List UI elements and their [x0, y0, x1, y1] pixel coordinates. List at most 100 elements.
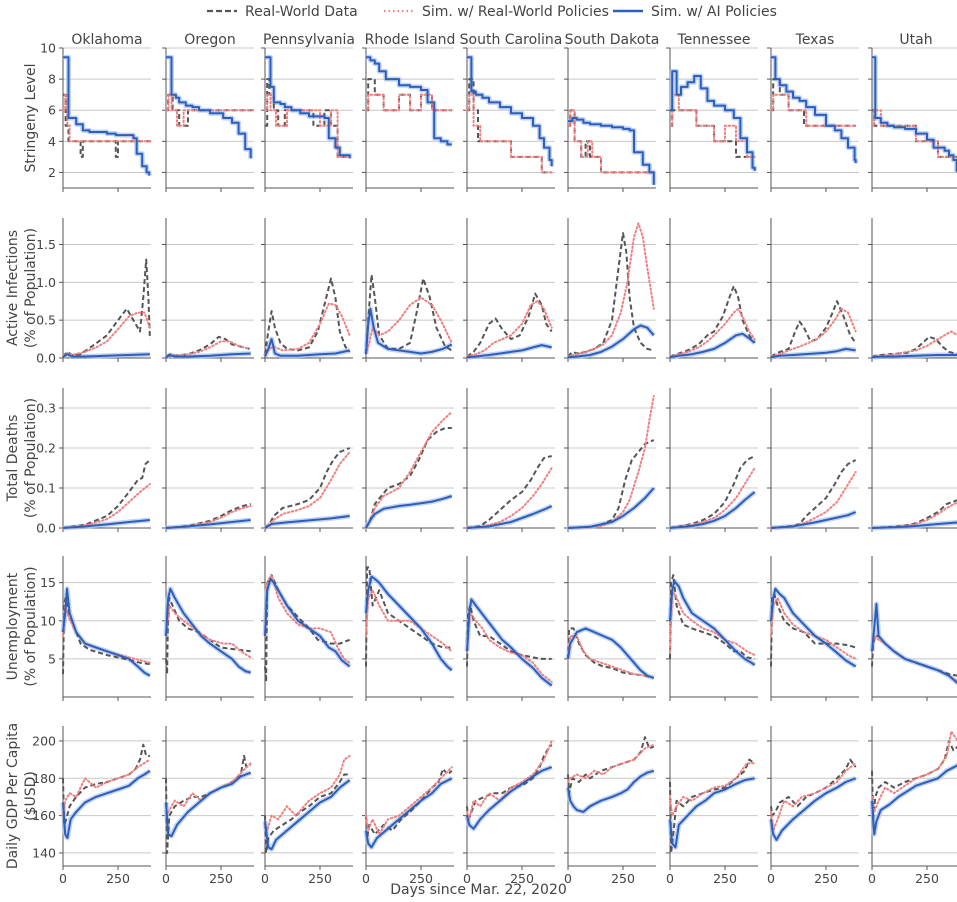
- series-line-ai-band: [467, 54, 555, 167]
- y-tick-label: 0.5: [36, 313, 56, 328]
- series-line-sim-real-world-policies: [770, 307, 857, 358]
- panel-texas-stringency: Texas: [767, 32, 859, 192]
- series-line-sim-ai-policies: [365, 777, 453, 849]
- legend-entry-real-world-data: Real-World Data: [207, 4, 358, 20]
- series-line-real-world-data: [871, 499, 957, 529]
- series-line-sim-real-world-policies: [264, 302, 351, 356]
- legend-graphic: Real-World Data Sim. w/ Real-World Polic…: [207, 4, 777, 20]
- series-line-real-world-data: [567, 439, 655, 529]
- panel-pennsylvania-gdp: 0 250: [261, 726, 353, 886]
- series-line-sim-real-world-policies: [264, 93, 351, 158]
- state-title-pennsylvania: Pennsylvania: [263, 32, 355, 48]
- series-line-sim-ai-policies: [365, 495, 453, 529]
- panel-oregon-gdp: 0 250: [162, 726, 254, 886]
- series-line-real-world-data: [365, 566, 452, 667]
- series-line-ai-band: [872, 54, 957, 174]
- panel-texas-gdp: 0 250: [767, 726, 859, 886]
- panel-oklahoma-unemployment: 5 10 15: [40, 556, 152, 701]
- x-tick-label: 250: [814, 871, 838, 886]
- series-line-sim-real-world-policies: [669, 586, 756, 657]
- series-line-sim-ai-policies: [62, 769, 151, 839]
- series-line-sim-real-world-policies: [770, 762, 857, 831]
- panel-utah-deaths: [868, 388, 957, 532]
- series-line-real-world-data: [365, 767, 453, 839]
- panel-oregon-stringency: Oregon: [162, 32, 255, 192]
- state-title-texas: Texas: [795, 32, 835, 48]
- series-line-real-world-data: [669, 455, 756, 529]
- panel-south-dakota-deaths: [564, 388, 656, 532]
- series-line-real-world-data: [567, 736, 655, 795]
- panel-rhode-island-gdp: 0 250: [362, 726, 454, 886]
- x-tick-label: 0: [767, 871, 775, 886]
- series-line-sim-real-world-policies: [264, 572, 351, 664]
- x-tick-label: 0: [463, 871, 471, 886]
- series-line-real-world-data: [63, 93, 151, 158]
- panel-oregon-deaths: [162, 388, 254, 532]
- series-line-sim-ai-policies: [669, 332, 756, 359]
- series-line-sim-ai-policies: [165, 587, 251, 674]
- panel-tennessee-stringency: Tennessee: [666, 32, 758, 192]
- series-line-sim-ai-policies: [770, 777, 857, 841]
- series-line-sim-real-world-policies: [669, 762, 756, 820]
- series-line-sim-ai-policies: [568, 117, 655, 185]
- series-line-real-world-data: [165, 503, 251, 529]
- series-line-ai-band: [770, 509, 857, 531]
- panel-pennsylvania-stringency: Pennsylvania: [261, 32, 355, 192]
- series-line-sim-real-world-policies: [365, 296, 453, 356]
- y-tick-label: 0.3: [36, 401, 56, 416]
- panel-tennessee-deaths: [666, 388, 758, 532]
- series-line-ai-band: [63, 54, 152, 176]
- series-line-sim-ai-policies: [466, 505, 553, 529]
- series-line-sim-ai-policies: [770, 587, 857, 668]
- x-tick-label: 250: [409, 871, 433, 886]
- series-line-sim-ai-policies: [165, 771, 252, 838]
- series-line-ai-band: [768, 775, 857, 843]
- series-line-sim-real-world-policies: [466, 739, 553, 824]
- series-line-sim-real-world-policies: [567, 395, 655, 529]
- series-line-sim-real-world-policies: [466, 467, 553, 529]
- series-line-sim-ai-policies: [264, 779, 351, 851]
- series-line-ai-band: [869, 762, 957, 837]
- series-line-real-world-data: [62, 593, 151, 675]
- series-line-real-world-data: [669, 758, 756, 854]
- panel-oklahoma-gdp: 140 160 180 200 0 250: [32, 726, 152, 886]
- y-tick-label: 10: [40, 613, 56, 628]
- series-line-sim-real-world-policies: [264, 451, 351, 529]
- x-tick-label: 0: [564, 871, 572, 886]
- panel-south-carolina-infections: [463, 218, 555, 362]
- series-line-sim-real-world-policies: [466, 610, 553, 683]
- x-tick-label: 0: [162, 871, 170, 886]
- legend-label-real-world-data: Real-World Data: [245, 4, 358, 20]
- state-title-south-carolina: South Carolina: [460, 32, 563, 48]
- legend: Real-World Data Sim. w/ Real-World Polic…: [0, 0, 957, 24]
- series-line-sim-real-world-policies: [62, 311, 151, 358]
- series-line-sim-real-world-policies: [770, 595, 857, 660]
- y-tick-label: 0.1: [36, 481, 56, 496]
- series-line-real-world-data: [466, 455, 552, 529]
- series-line-real-world-data: [62, 258, 151, 358]
- series-line-real-world-data: [669, 574, 755, 660]
- series-line-sim-ai-policies: [872, 56, 957, 173]
- series-line-sim-ai-policies: [871, 354, 957, 359]
- series-line-sim-ai-policies: [771, 56, 857, 164]
- series-line-real-world-data: [165, 754, 252, 854]
- panel-rhode-island-deaths: [362, 388, 454, 532]
- y-tick-label: 10: [40, 41, 56, 56]
- panel-south-dakota-unemployment: [564, 556, 656, 701]
- series-line-sim-real-world-policies: [669, 307, 756, 358]
- x-tick-label: 250: [611, 871, 635, 886]
- panel-rhode-island-unemployment: [362, 556, 454, 701]
- panel-pennsylvania-deaths: [261, 388, 353, 532]
- y-tick-label: 8: [48, 72, 56, 87]
- y-axis-title-stringency: Stringeny Level: [23, 64, 39, 173]
- series-line-sim-real-world-policies: [165, 762, 252, 817]
- series-line-sim-ai-policies: [669, 777, 755, 849]
- legend-entry-sim-real-world-policies: Sim. w/ Real-World Policies: [384, 4, 609, 20]
- series-line-sim-ai-policies: [62, 587, 151, 677]
- series-line-sim-ai-policies: [365, 575, 453, 672]
- series-line-sim-ai-policies: [567, 324, 655, 359]
- series-line-sim-ai-policies: [670, 70, 756, 171]
- y-tick-label: 140: [32, 845, 56, 860]
